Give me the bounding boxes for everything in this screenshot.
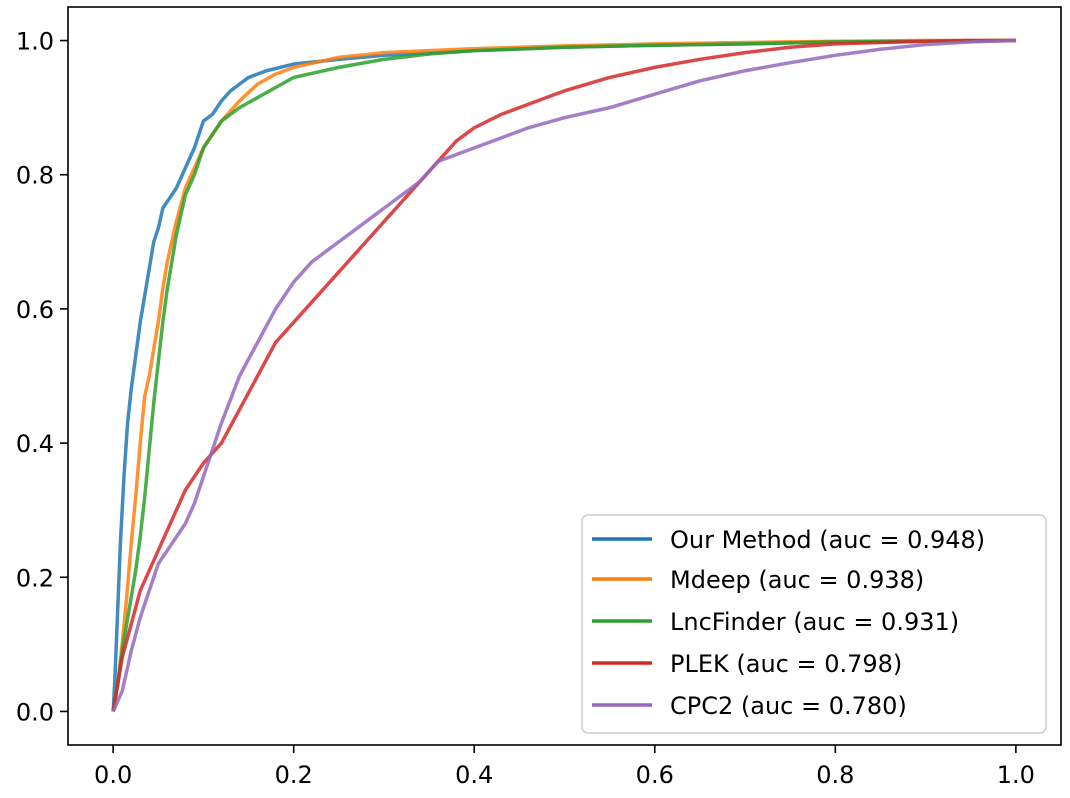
- x-tick-label: 0.4: [455, 761, 493, 789]
- legend-label-cpc2: CPC2 (auc = 0.780): [670, 692, 907, 720]
- y-tick-label: 0.2: [16, 564, 54, 592]
- legend-label-lncfinder: LncFinder (auc = 0.931): [670, 608, 959, 636]
- plot-frame: [67, 6, 1062, 746]
- legend-box: [581, 514, 1047, 734]
- legend-label-mdeep: Mdeep (auc = 0.938): [670, 566, 924, 594]
- y-axis-ticks: 0.0 0.2 0.4 0.6 0.8 1.0: [16, 28, 68, 726]
- series-line-cpc2: [111, 38, 1016, 713]
- y-tick-label: 1.0: [16, 28, 54, 56]
- legend-label-our-method: Our Method (auc = 0.948): [670, 526, 985, 554]
- y-tick-label: 0.4: [16, 430, 54, 458]
- x-tick-label: 0.8: [816, 761, 854, 789]
- x-tick-label: 1.0: [997, 761, 1035, 789]
- y-tick-label: 0.0: [16, 698, 54, 726]
- y-tick-label: 0.6: [16, 296, 54, 324]
- legend: Our Method (auc = 0.948) Mdeep (auc = 0.…: [581, 514, 1047, 734]
- x-axis-ticks: 0.0 0.2 0.4 0.6 0.8 1.0: [94, 745, 1035, 789]
- series-line-plek: [111, 38, 1016, 712]
- x-tick-label: 0.2: [275, 761, 313, 789]
- x-tick-label: 0.6: [636, 761, 674, 789]
- series-line-lncfinder: [111, 38, 1016, 712]
- x-tick-label: 0.0: [94, 761, 132, 789]
- series-layer: [111, 38, 1016, 713]
- legend-label-plek: PLEK (auc = 0.798): [670, 650, 902, 678]
- y-tick-label: 0.8: [16, 162, 54, 190]
